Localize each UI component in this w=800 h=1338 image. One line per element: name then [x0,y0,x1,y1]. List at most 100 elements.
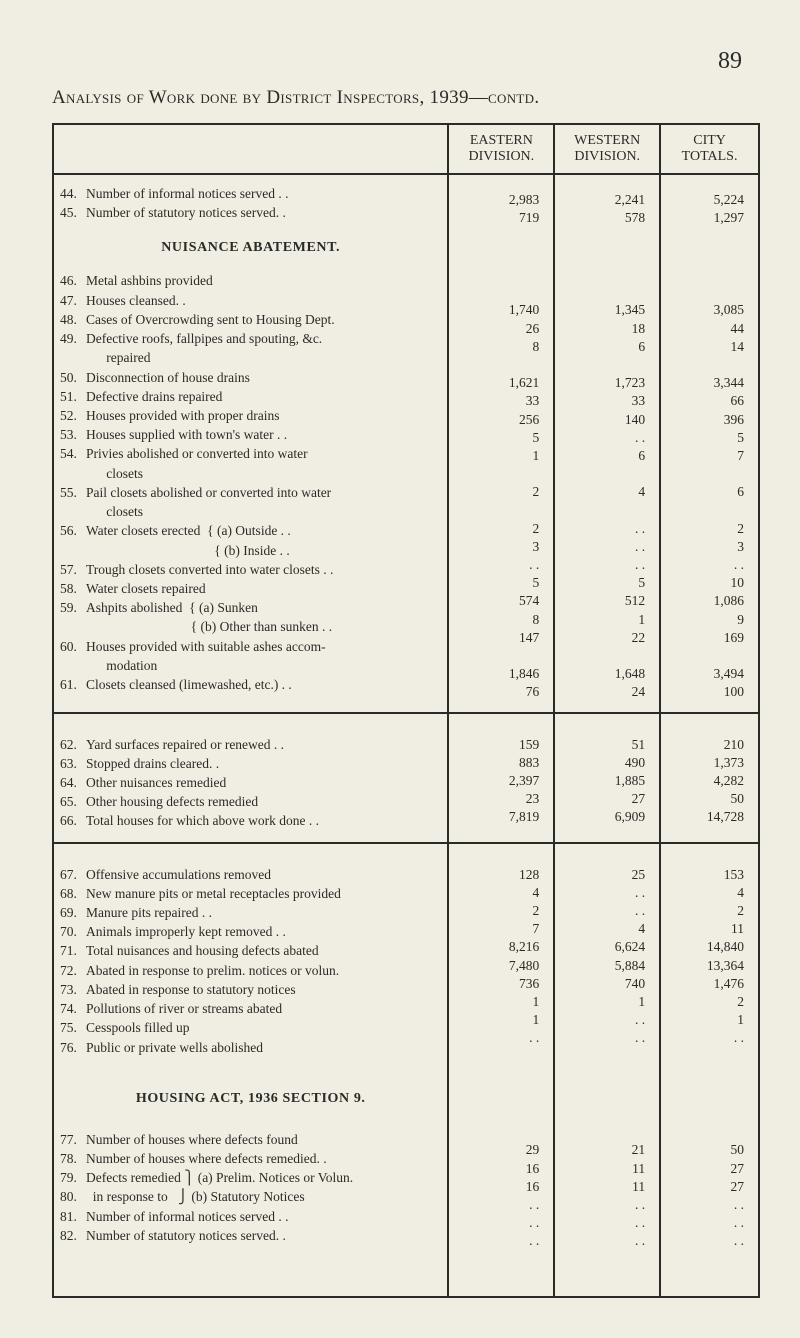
value-eastern: 2 [455,520,539,538]
row-number: 58. [60,580,86,598]
value-eastern: 29 [455,1141,539,1159]
row-number: 52. [60,407,86,425]
value-eastern: . . [455,1029,539,1047]
housing-heading: HOUSING ACT, 1936 SECTION 9. [60,1091,441,1107]
value-city: 27 [667,1160,744,1178]
row-number: 64. [60,774,86,792]
value-eastern: 2,397 [455,772,539,790]
table-row: 45.Number of statutory notices served. . [60,204,441,222]
row-number [60,503,86,521]
row-number: 74. [60,1000,86,1018]
row-description: repaired [86,349,441,367]
value-city [667,465,744,483]
value-city: 153 [667,866,744,884]
row-number: 79. [60,1169,86,1187]
table-row: 71.Total nuisances and housing defects a… [60,942,441,960]
value-western: 5,884 [561,957,645,975]
value-western: 1,345 [561,301,645,319]
data-table: EASTERN DIVISION. WESTERN DIVISION. CITY… [52,123,760,1298]
row-number: 82. [60,1227,86,1245]
table-row: 56.Water closets erected { (a) Outside .… [60,522,441,540]
value-western: 5 [561,574,645,592]
value-western: 6 [561,338,645,356]
table-row: closets [60,465,441,483]
table-row: 66.Total houses for which above work don… [60,812,441,830]
value-city: 4,282 [667,772,744,790]
value-western: . . [561,1232,645,1250]
row-description: Abated in response to prelim. notices or… [86,962,441,980]
value-eastern: 128 [455,866,539,884]
value-western: 1,648 [561,665,645,683]
value-western: . . [561,902,645,920]
table-row: 78.Number of houses where defects remedi… [60,1150,441,1168]
value-western: . . [561,520,645,538]
value-western: 22 [561,629,645,647]
table-row: 65.Other housing defects remedied [60,793,441,811]
table-row: 64.Other nuisances remedied [60,774,441,792]
row-description: Defective roofs, fallpipes and spouting,… [86,330,441,348]
table-row: modation [60,657,441,675]
value-eastern: 7 [455,920,539,938]
row-number: 68. [60,885,86,903]
value-eastern: 5 [455,429,539,447]
row-description: Abated in response to statutory notices [86,981,441,999]
value-eastern [455,501,539,519]
table-row: 46.Metal ashbins provided [60,272,441,290]
value-city: 14,728 [667,808,744,826]
row-description: Other nuisances remedied [86,774,441,792]
value-city: 2 [667,993,744,1011]
row-number: 51. [60,388,86,406]
table-row: 77.Number of houses where defects found [60,1131,441,1149]
value-eastern: 4 [455,884,539,902]
value-city: 44 [667,320,744,338]
row-number: 59. [60,599,86,617]
row-description: Houses provided with suitable ashes acco… [86,638,441,656]
row-number: 73. [60,981,86,999]
row-description: Number of statutory notices served. . [86,1227,441,1245]
value-city: 2 [667,520,744,538]
value-city: 1 [667,1011,744,1029]
value-eastern: 8 [455,338,539,356]
value-eastern: 7,819 [455,808,539,826]
value-western: . . [561,429,645,447]
value-western: . . [561,1011,645,1029]
value-eastern: 2,983 [455,191,539,209]
value-city: 210 [667,736,744,754]
row-description: Houses supplied with town's water . . [86,426,441,444]
value-western: . . [561,884,645,902]
row-number: 69. [60,904,86,922]
value-western: 11 [561,1160,645,1178]
table-row: 67.Offensive accumulations removed [60,866,441,884]
row-description: Manure pits repaired . . [86,904,441,922]
value-city: 100 [667,683,744,701]
page-number: 89 [52,48,742,75]
value-city: 1,476 [667,975,744,993]
value-eastern: 574 [455,592,539,610]
row-number: 62. [60,736,86,754]
value-city: 396 [667,411,744,429]
row-number [60,618,86,636]
value-city: 3,085 [667,301,744,319]
section-d: 67.Offensive accumulations removed68.New… [53,843,759,1298]
value-western: 18 [561,320,645,338]
value-eastern: 5 [455,574,539,592]
row-number: 76. [60,1039,86,1057]
value-western: 6,624 [561,938,645,956]
value-western: 490 [561,754,645,772]
value-city: 14 [667,338,744,356]
value-western: 27 [561,790,645,808]
row-number: 56. [60,522,86,540]
row-number: 81. [60,1208,86,1226]
value-western: 21 [561,1141,645,1159]
value-eastern: 1,740 [455,301,539,319]
row-number: 66. [60,812,86,830]
row-description: Disconnection of house drains [86,369,441,387]
value-city: 9 [667,611,744,629]
row-description: modation [86,657,441,675]
table-row: 63.Stopped drains cleared. . [60,755,441,773]
value-city: . . [667,1196,744,1214]
row-description: closets [86,465,441,483]
row-number: 48. [60,311,86,329]
row-number: 45. [60,204,86,222]
table-row: 72.Abated in response to prelim. notices… [60,962,441,980]
